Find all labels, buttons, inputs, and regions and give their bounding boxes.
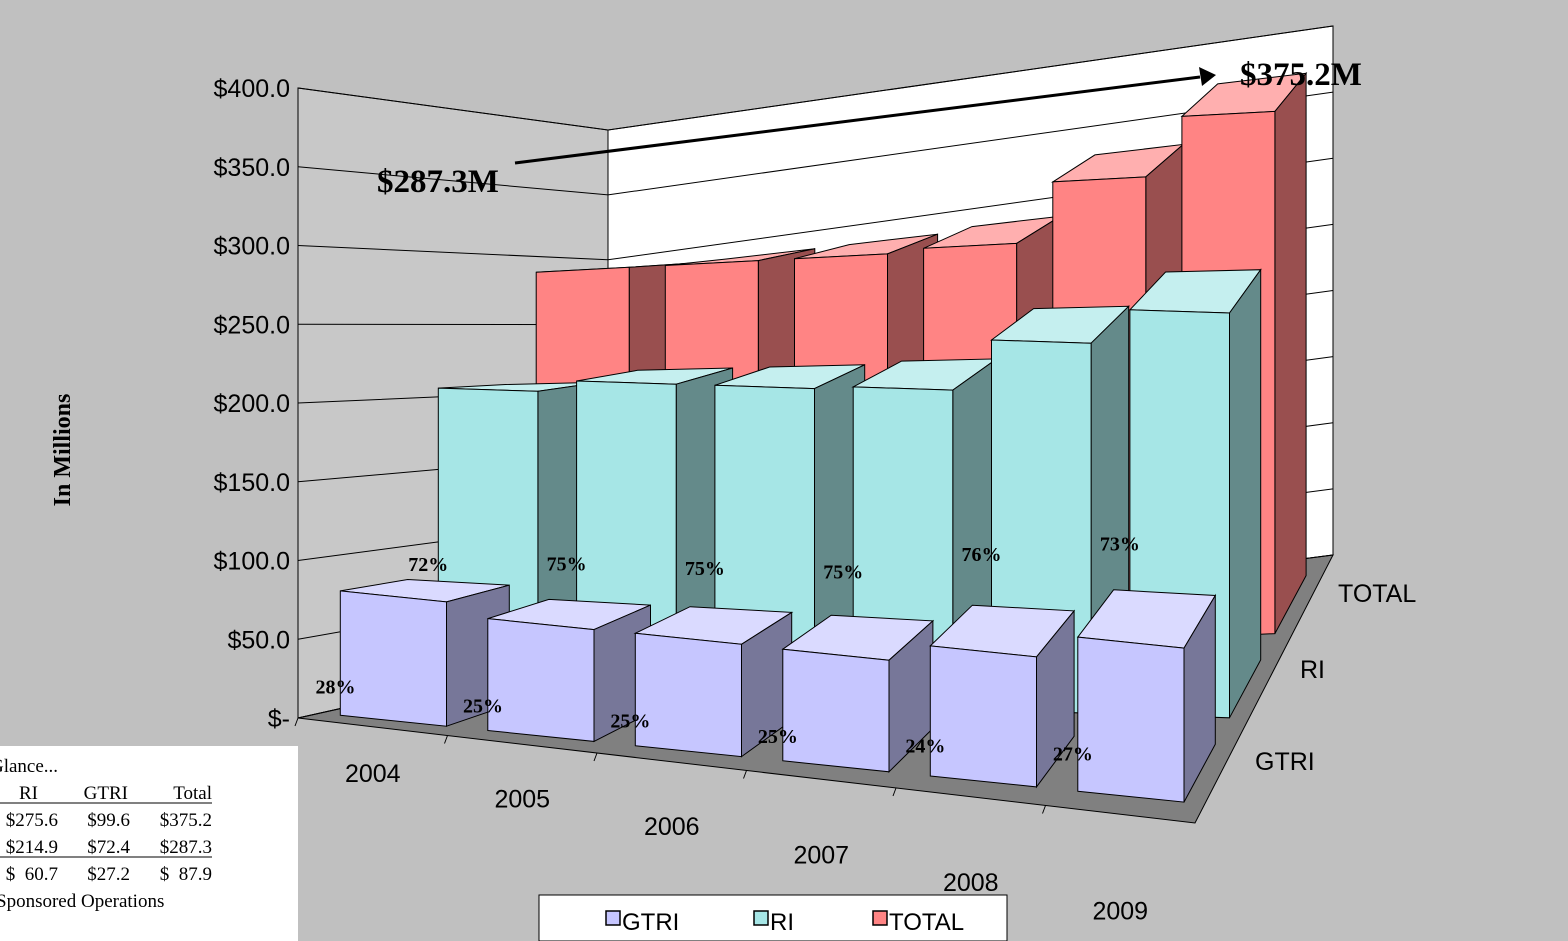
- x-tick-label: 2005: [494, 785, 550, 813]
- glance-header-gtri: GTRI: [84, 783, 128, 804]
- glance-cell: $214.9: [6, 837, 58, 858]
- percent-label: 28%: [315, 676, 355, 698]
- glance-table-background: [0, 746, 298, 941]
- trend-arrow-line: [514, 75, 1201, 165]
- x-tick-label: 2007: [793, 841, 849, 869]
- bar-gtri-2009: [1077, 636, 1185, 803]
- x-tick-label: 2006: [644, 813, 700, 841]
- bar-gtri-2008: [929, 645, 1037, 788]
- x-tick-label: 2004: [345, 760, 401, 788]
- x-tick-mark: [892, 787, 897, 797]
- glance-cell: $375.2: [160, 810, 212, 831]
- percent-label: 25%: [758, 726, 798, 748]
- percent-label: 25%: [463, 695, 503, 717]
- glance-cell: $72.4: [87, 837, 130, 858]
- glance-header-ri: RI: [19, 783, 38, 804]
- x-tick-mark: [444, 735, 448, 744]
- percent-label: 73%: [1100, 534, 1140, 556]
- percent-label: 27%: [1053, 743, 1093, 765]
- y-tick-label: $300.0: [214, 233, 290, 261]
- y-tick-label: $400.0: [214, 75, 290, 103]
- legend-label-gtri: GTRI: [622, 909, 679, 936]
- x-tick-mark: [294, 717, 299, 727]
- gridline: [297, 91, 1334, 196]
- annotation-start-total: $287.3M: [377, 164, 499, 200]
- percent-label: 24%: [905, 735, 945, 757]
- percent-label: 75%: [685, 558, 725, 580]
- depth-axis-label: RI: [1300, 656, 1325, 684]
- legend-swatch-total: [872, 910, 888, 926]
- percent-label: 76%: [962, 544, 1002, 566]
- bar-side: [1274, 71, 1307, 634]
- glance-cell: $27.2: [87, 864, 130, 885]
- percent-label: 72%: [408, 554, 448, 576]
- y-tick-label: $350.0: [214, 154, 290, 182]
- glance-table: Glance... RI GTRI Total $275.6 $99.6 $37…: [0, 746, 298, 941]
- depth-axis-label: TOTAL: [1338, 580, 1416, 608]
- annotation-end-total: $375.2M: [1240, 57, 1362, 93]
- glance-table-title: Glance...: [0, 756, 58, 777]
- legend-swatch-ri: [753, 910, 769, 926]
- percent-label: 75%: [547, 554, 587, 576]
- x-tick-mark: [743, 770, 747, 779]
- x-tick-label: 2009: [1092, 897, 1148, 925]
- percent-label: 25%: [610, 710, 650, 732]
- y-tick-label: $100.0: [214, 548, 290, 576]
- glance-cell: $287.3: [160, 837, 212, 858]
- x-tick-mark: [1042, 805, 1046, 814]
- glance-header-total: Total: [173, 783, 212, 804]
- bar-gtri-2007: [782, 648, 890, 773]
- y-tick-label: $-: [268, 705, 290, 733]
- legend-label-total: TOTAL: [889, 909, 964, 936]
- glance-cell: $275.6: [6, 810, 58, 831]
- y-axis-title: In Millions: [50, 394, 76, 507]
- bar-gtri-2006: [634, 632, 742, 758]
- gridline: [297, 25, 1334, 131]
- bar-gtri-2004: [339, 590, 447, 727]
- x-tick-label: 2008: [943, 869, 999, 897]
- legend-label-ri: RI: [770, 909, 794, 936]
- legend: GTRI RI TOTAL: [538, 894, 1008, 941]
- glance-cell: $99.6: [87, 810, 130, 831]
- bar-side: [1229, 268, 1262, 719]
- trend-arrow-head: [1199, 67, 1216, 86]
- depth-axis-label: GTRI: [1255, 748, 1315, 776]
- legend-swatch-gtri: [605, 910, 621, 926]
- y-tick-label: $200.0: [214, 390, 290, 418]
- glance-cell: $ 60.7: [6, 864, 58, 885]
- y-tick-label: $50.0: [227, 626, 290, 654]
- x-tick-mark: [593, 752, 598, 762]
- y-tick-label: $250.0: [214, 311, 290, 339]
- glance-cell: $ 87.9: [160, 864, 212, 885]
- glance-table-footer: Sponsored Operations: [0, 891, 164, 912]
- y-tick-label: $150.0: [214, 469, 290, 497]
- bar-gtri-2005: [487, 618, 595, 742]
- percent-label: 75%: [823, 561, 863, 583]
